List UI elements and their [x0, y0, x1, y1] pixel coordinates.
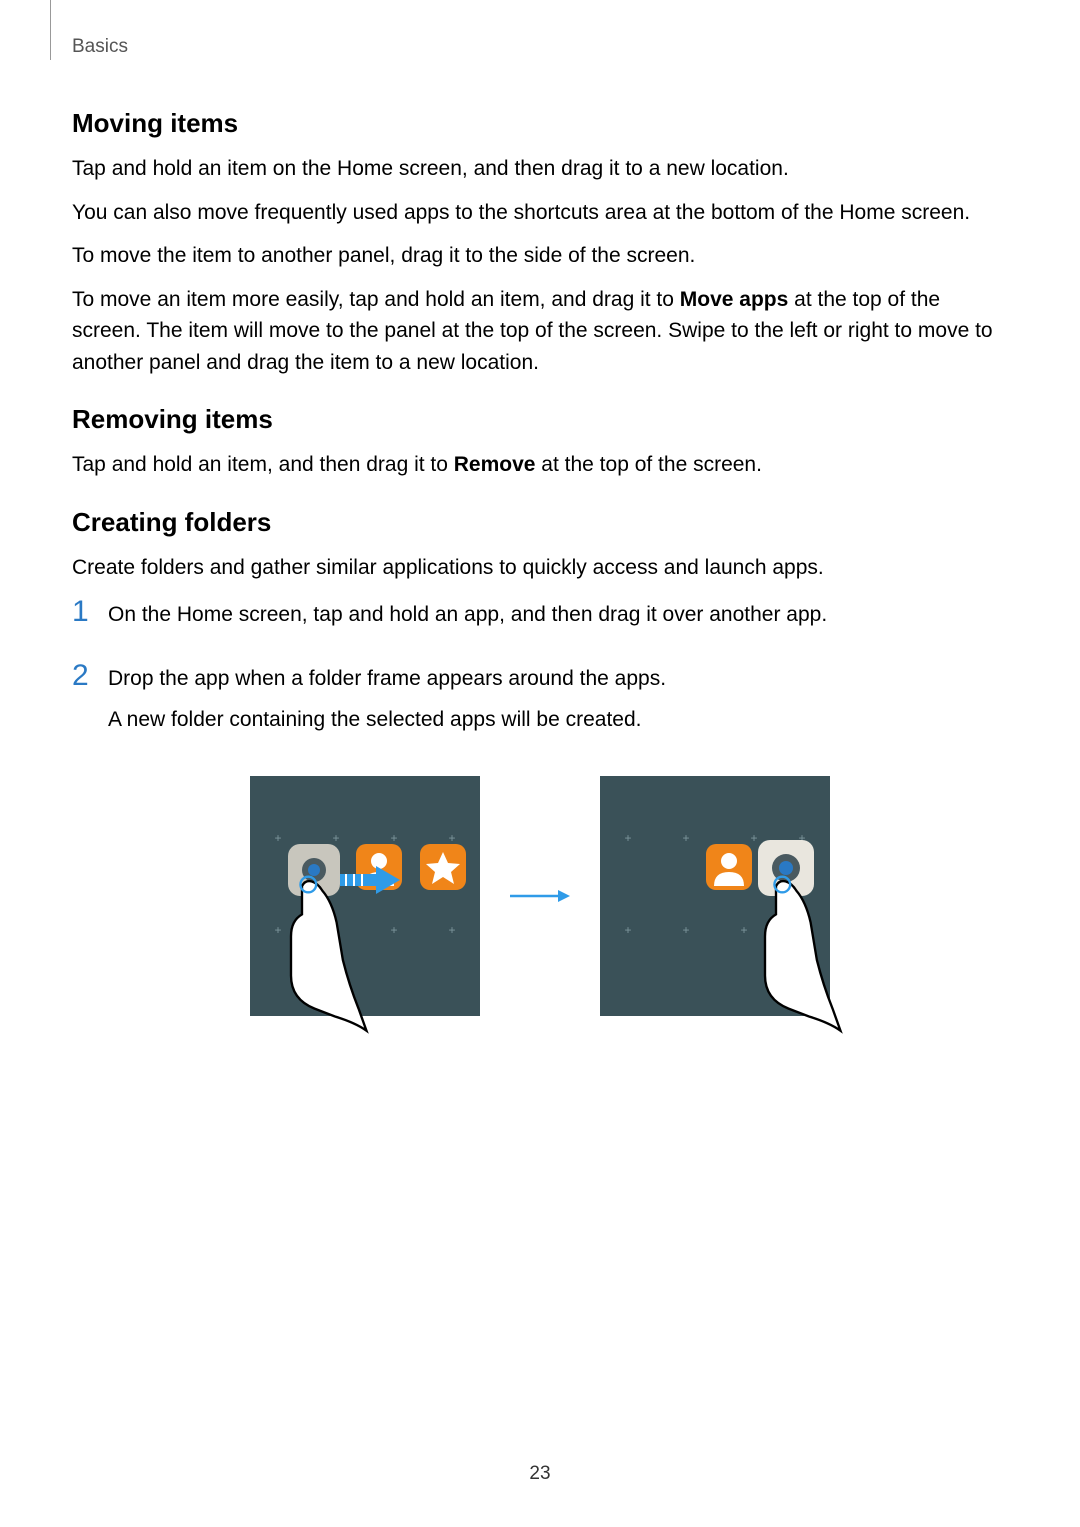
para-moving-4: To move an item more easily, tap and hol… [72, 284, 1008, 379]
para-moving-1: Tap and hold an item on the Home screen,… [72, 153, 1008, 185]
step-2-text-b: A new folder containing the selected app… [108, 704, 1008, 736]
page-number: 23 [0, 1463, 1080, 1485]
app-icon-contacts [706, 844, 752, 890]
step-2: 2 Drop the app when a folder frame appea… [72, 659, 1008, 746]
margin-line [50, 0, 51, 60]
grid-plus-icon: + [274, 834, 282, 842]
para-moving-2: You can also move frequently used apps t… [72, 197, 1008, 229]
step-2-number: 2 [72, 659, 108, 692]
figure-panel-after: + + + + + + + [600, 776, 830, 1016]
figure-panel-before: + + + + + + + [250, 776, 480, 1016]
step-1-number: 1 [72, 595, 108, 628]
grid-plus-icon: + [624, 834, 632, 842]
step-2-text-a: Drop the app when a folder frame appears… [108, 663, 1008, 695]
app-icon-star [420, 844, 466, 890]
heading-moving-items: Moving items [72, 108, 1008, 139]
grid-plus-icon: + [448, 926, 456, 934]
person-icon [706, 844, 752, 890]
hand-pointer-icon [280, 866, 390, 1046]
header-breadcrumb: Basics [72, 36, 128, 58]
bold-remove: Remove [454, 453, 536, 476]
step-1: 1 On the Home screen, tap and hold an ap… [72, 595, 1008, 641]
grid-plus-icon: + [750, 834, 758, 842]
grid-plus-icon: + [740, 926, 748, 934]
page-content: Moving items Tap and hold an item on the… [72, 108, 1008, 1016]
hand-pointer-icon [754, 866, 864, 1046]
text: Tap and hold an item, and then drag it t… [72, 453, 454, 476]
text: To move an item more easily, tap and hol… [72, 288, 680, 311]
text: at the top of the screen. [535, 453, 761, 476]
step-2-body: Drop the app when a folder frame appears… [108, 659, 1008, 746]
para-removing-1: Tap and hold an item, and then drag it t… [72, 449, 1008, 481]
para-creating-intro: Create folders and gather similar applic… [72, 552, 1008, 584]
grid-plus-icon: + [448, 834, 456, 842]
step-1-text: On the Home screen, tap and hold an app,… [108, 599, 1008, 631]
figure-row: + + + + + + + [72, 776, 1008, 1016]
star-icon [420, 844, 466, 890]
bold-move-apps: Move apps [680, 288, 789, 311]
step-list: 1 On the Home screen, tap and hold an ap… [72, 595, 1008, 746]
grid-plus-icon: + [682, 926, 690, 934]
heading-removing-items: Removing items [72, 404, 1008, 435]
heading-creating-folders: Creating folders [72, 507, 1008, 538]
para-moving-3: To move the item to another panel, drag … [72, 240, 1008, 272]
grid-plus-icon: + [390, 834, 398, 842]
grid-plus-icon: + [332, 834, 340, 842]
grid-plus-icon: + [682, 834, 690, 842]
grid-plus-icon: + [624, 926, 632, 934]
arrow-right-icon [510, 886, 570, 906]
grid-plus-icon: + [390, 926, 398, 934]
step-1-body: On the Home screen, tap and hold an app,… [108, 595, 1008, 641]
